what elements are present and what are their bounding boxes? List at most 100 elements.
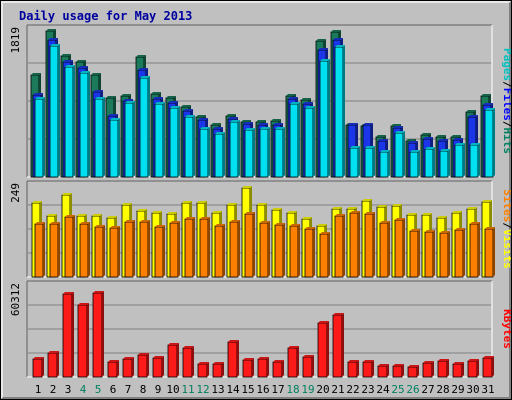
bar-kbytes-day-18-side — [297, 346, 299, 377]
bar-kbytes-day-14-side — [237, 340, 239, 377]
x-tick-label-25: 25 — [391, 383, 404, 396]
bar-kbytes-day-25-side — [402, 364, 404, 377]
bar-files-day-6-top — [108, 114, 118, 116]
bar-sites-day-20 — [319, 233, 329, 278]
panel-middle-side-label: Sites/Visits — [501, 189, 511, 269]
bar-sites-day-25-top — [395, 218, 405, 220]
bar-kbytes-day-31-top — [483, 356, 494, 358]
bar-pages-day-27 — [424, 148, 434, 178]
bar-pages-day-29-side — [463, 143, 465, 177]
bar-visits-day-14-top — [227, 203, 237, 205]
bar-kbytes-day-1 — [32, 358, 43, 378]
panel-bottom-max-label: 60312 — [9, 283, 22, 316]
bar-pages-day-23 — [364, 147, 374, 178]
bar-kbytes-day-18-top — [288, 346, 299, 348]
bar-hits-day-31-top — [481, 94, 491, 96]
bar-pages-day-25 — [394, 132, 404, 178]
bar-hits-day-24-top — [376, 135, 386, 137]
x-tick-label-31: 31 — [481, 383, 494, 396]
bar-hits-day-26-top — [406, 139, 416, 141]
bar-visits-day-8-top — [137, 209, 147, 211]
bar-pages-day-26-side — [418, 150, 420, 177]
bar-kbytes-day-3-top — [63, 292, 74, 294]
bar-sites-day-20-side — [328, 232, 330, 277]
bar-files-day-31-top — [483, 103, 493, 105]
bar-hits-day-3-top — [61, 54, 71, 56]
bar-kbytes-day-9-top — [153, 356, 164, 358]
bar-kbytes-day-28-side — [447, 359, 449, 377]
bar-sites-day-3 — [64, 216, 74, 278]
bar-sites-day-10-side — [178, 221, 180, 277]
bar-sites-day-26 — [409, 230, 419, 278]
x-tick-label-23: 23 — [361, 383, 374, 396]
bar-files-day-21-top — [333, 38, 343, 40]
bar-pages-day-12 — [199, 128, 209, 178]
bar-hits-day-5-top — [91, 73, 101, 75]
bar-pages-day-25-top — [395, 131, 405, 133]
bar-kbytes-day-20-side — [327, 321, 329, 377]
bar-visits-day-12-top — [197, 201, 207, 203]
panel-top-max-label: 1819 — [9, 27, 22, 54]
bar-sites-day-2 — [49, 223, 59, 278]
bar-pages-day-20-side — [328, 59, 330, 177]
bar-pages-day-10 — [169, 107, 179, 178]
x-tick-label-17: 17 — [271, 383, 284, 396]
bar-kbytes-day-31 — [482, 357, 493, 378]
bar-kbytes-day-16 — [257, 358, 268, 378]
bar-pages-day-20-top — [320, 59, 330, 61]
bar-sites-day-11-top — [185, 217, 195, 219]
bar-pages-day-24-top — [380, 150, 390, 152]
bar-kbytes-day-25 — [392, 365, 403, 378]
bar-sites-day-23 — [364, 213, 374, 278]
bar-visits-day-20-top — [317, 224, 327, 226]
side-label-files: Files — [501, 88, 511, 121]
bar-pages-day-6-side — [118, 118, 120, 177]
bar-sites-day-8 — [139, 221, 149, 278]
bar-hits-day-21-top — [331, 30, 341, 32]
bar-files-day-14-top — [228, 117, 238, 119]
bar-pages-day-3 — [64, 66, 74, 178]
bar-sites-day-28-side — [448, 231, 450, 277]
bar-pages-day-17 — [274, 128, 284, 178]
bar-kbytes-day-5-top — [93, 291, 104, 293]
bar-pages-day-13 — [214, 133, 224, 178]
bar-pages-day-28-side — [448, 149, 450, 177]
bar-pages-day-24-side — [388, 150, 390, 177]
bar-sites-day-1-top — [35, 222, 45, 224]
bar-pages-day-27-top — [425, 147, 435, 149]
bar-files-day-20-top — [318, 48, 328, 50]
bar-sites-day-24 — [379, 222, 389, 278]
bar-sites-day-10 — [169, 222, 179, 278]
bar-kbytes-day-27-side — [432, 361, 434, 377]
bar-visits-day-31-top — [482, 200, 492, 202]
bar-kbytes-day-2 — [47, 352, 58, 378]
x-tick-label-28: 28 — [436, 383, 449, 396]
bar-kbytes-day-15 — [242, 359, 253, 378]
bar-kbytes-day-7-side — [132, 357, 134, 377]
bar-visits-day-13-top — [212, 211, 222, 213]
bar-files-day-17-top — [273, 123, 283, 125]
x-tick-label-10: 10 — [166, 383, 179, 396]
bar-kbytes-day-13 — [212, 363, 223, 378]
bar-visits-day-26-top — [407, 213, 417, 215]
bar-pages-day-12-side — [208, 127, 210, 177]
chart-title: Daily usage for May 2013 — [19, 9, 193, 23]
bar-hits-day-25-top — [391, 124, 401, 126]
bar-pages-day-7-side — [133, 101, 135, 177]
panel-top-side-label: Pages/Files/Hits — [501, 48, 511, 154]
bar-hits-day-11-top — [181, 105, 191, 107]
bar-files-day-12-top — [198, 118, 208, 120]
bar-kbytes-day-23-side — [372, 360, 374, 377]
bar-sites-day-14-side — [238, 220, 240, 277]
bar-visits-day-2-top — [47, 214, 57, 216]
bar-hits-day-20-top — [316, 39, 326, 41]
bar-kbytes-day-26 — [407, 366, 418, 378]
bar-sites-day-20-top — [320, 232, 330, 234]
bar-visits-day-27-top — [422, 213, 432, 215]
bar-kbytes-day-5-side — [102, 291, 104, 377]
bar-hits-day-17-top — [271, 119, 281, 121]
bar-pages-day-9-side — [163, 102, 165, 177]
bar-hits-day-2-top — [46, 29, 56, 31]
x-tick-label-5: 5 — [95, 383, 102, 396]
